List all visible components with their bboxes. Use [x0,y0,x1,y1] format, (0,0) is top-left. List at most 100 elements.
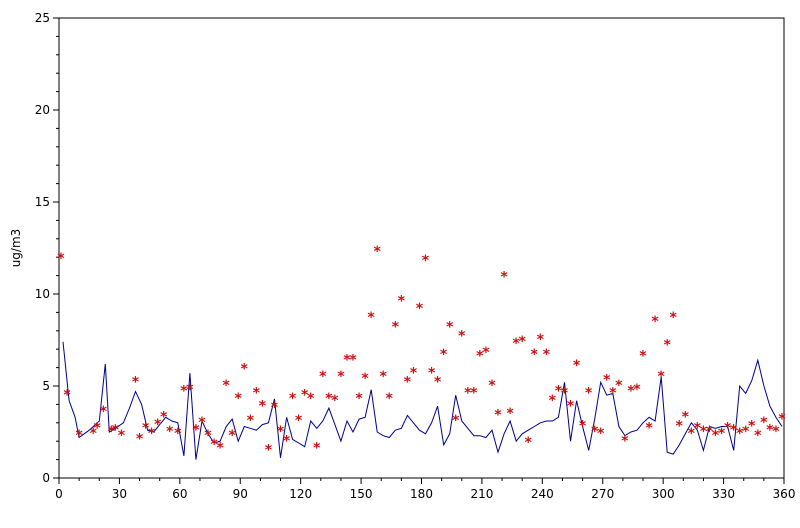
y-axis-title: ug/m3 [9,229,23,268]
scatter-point: * [615,378,623,394]
scatter-point: * [621,433,629,449]
scatter-point: * [294,413,302,429]
scatter-point: * [482,345,490,361]
x-tick-label: 300 [652,487,675,501]
scatter-point: * [445,319,453,335]
scatter-point: * [584,386,592,402]
scatter-point: * [609,386,617,402]
scatter-point: * [530,347,538,363]
y-tick-label: 10 [35,287,50,301]
scatter-point: * [276,424,284,440]
scatter-point: * [421,253,429,269]
scatter-point: * [307,391,315,407]
scatter-point: * [458,328,466,344]
scatter-point: * [452,413,460,429]
scatter-point: * [723,420,731,436]
scatter-point: * [536,332,544,348]
scatter-point: * [75,428,83,444]
x-tick-label: 60 [172,487,187,501]
scatter-point: * [415,301,423,317]
scatter-point: * [111,422,119,438]
scatter-point: * [560,386,568,402]
scatter-point: * [729,422,737,438]
scatter-point: * [63,387,71,403]
scatter-point: * [548,393,556,409]
scatter-point: * [705,424,713,440]
scatter-point: * [141,420,149,436]
scatter-point: * [222,378,230,394]
scatter-point: * [651,314,659,330]
scatter-point: * [117,428,125,444]
scatter-point: * [657,369,665,385]
scatter-point: * [699,424,707,440]
scatter-point: * [693,420,701,436]
scatter-point: * [748,419,756,435]
scatter-point: * [476,349,484,365]
scatter-point: * [603,373,611,389]
scatter-point: * [107,424,115,440]
x-tick-label: 0 [55,487,63,501]
y-tick-label: 15 [35,195,50,209]
scatter-point: * [542,347,550,363]
series-layer: *** ************* ************************… [57,244,786,460]
scatter-point: * [192,422,200,438]
scatter-point: * [397,294,405,310]
series-line [62,341,783,460]
scatter-point: * [439,347,447,363]
scatter-point: * [385,391,393,407]
x-tick-label: 360 [773,487,796,501]
y-tick-label: 5 [42,379,50,393]
scatter-point: * [319,369,327,385]
scatter-point: * [135,432,143,448]
scatter-point: * [325,391,333,407]
scatter-point: * [778,411,786,427]
scatter-point: * [506,406,514,422]
scatter-point: * [403,374,411,390]
scatter-point: * [93,420,101,436]
scatter-point: * [633,382,641,398]
scatter-point: * [433,374,441,390]
x-tick-label: 330 [712,487,735,501]
scatter-point: * [766,422,774,438]
scatter-point: * [180,384,188,400]
scatter-point: * [578,419,586,435]
scatter-point: * [160,409,168,425]
scatter-point: * [627,384,635,400]
scatter-point: * [258,398,266,414]
scatter-point: * [57,251,65,267]
y-axis-ticks: 0 5 10 15 20 25 [35,11,59,485]
y-tick-label: 0 [42,471,50,485]
scatter-point: * [717,426,725,442]
x-tick-label: 120 [289,487,312,501]
scatter-point: * [494,408,502,424]
scatter-point: * [675,419,683,435]
scatter-point: * [300,387,308,403]
scatter-point: * [645,420,653,436]
scatter-point: * [554,384,562,400]
scatter-point: * [288,391,296,407]
x-tick-label: 30 [112,487,127,501]
scatter-point: * [270,400,278,416]
scatter-point: * [147,426,155,442]
scatter-point: * [99,404,107,420]
y-tick-label: 20 [35,103,50,117]
scatter-point: * [590,424,598,440]
scatter-point: * [166,424,174,440]
scatter-point: * [337,369,345,385]
scatter-point: * [524,435,532,451]
scatter-point: * [742,424,750,440]
scatter-point: * [313,441,321,457]
scatter-point: * [772,424,780,440]
scatter-point: * [760,415,768,431]
scatter-point: * [488,378,496,394]
scatter-point: * [500,270,508,286]
scatter-point: * [566,398,574,414]
scatter-point: * [379,369,387,385]
scatter-point: * [597,426,605,442]
scatter-point: * [174,426,182,442]
scatter-point: * [409,365,417,381]
scatter-point: * [572,358,580,374]
scatter-point: * [367,310,375,326]
